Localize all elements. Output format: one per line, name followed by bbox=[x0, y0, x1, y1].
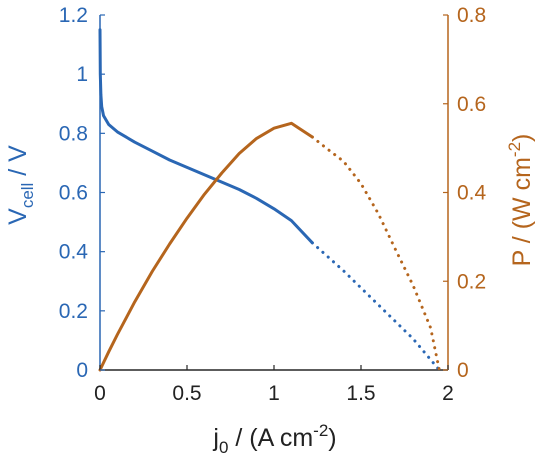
y-left-title-main: V bbox=[4, 208, 32, 225]
y-right-title-end: ) bbox=[508, 134, 536, 142]
y-left-tick-label: 0.8 bbox=[59, 122, 88, 145]
y-left-title-sub: cell bbox=[18, 183, 37, 209]
y-right-axis-title: P / (W cm-2) bbox=[505, 134, 536, 267]
y-left-title-rest: / V bbox=[4, 145, 32, 183]
x-title-end: ) bbox=[328, 424, 336, 452]
x-title-rest: / (A cm bbox=[228, 424, 313, 452]
y-right-tick-label: 0.2 bbox=[457, 270, 486, 293]
voltage-series-solid-line bbox=[98, 28, 314, 245]
y-right-tick-label: 0 bbox=[457, 359, 469, 382]
ticks-layer: 0 0.5 1 1.5 200.20.40.60.811.200.20.40.60.8 bbox=[59, 4, 487, 405]
y-right-tick-label: 0.6 bbox=[457, 93, 486, 116]
y-right-tick-label: 0.4 bbox=[457, 182, 487, 205]
y-left-tick-label: 1 bbox=[76, 63, 88, 86]
x-tick-label: 2 bbox=[442, 382, 454, 405]
x-tick-label: 1 bbox=[268, 382, 280, 405]
y-left-tick-label: 0.4 bbox=[59, 241, 89, 264]
power-series-solid-line bbox=[98, 121, 314, 372]
y-left-tick-label: 0.6 bbox=[59, 182, 88, 205]
x-tick-label: 0.5 bbox=[172, 382, 201, 405]
x-axis-title: j0 / (A cm-2) bbox=[212, 421, 336, 457]
y-left-tick-label: 0.2 bbox=[59, 300, 88, 323]
x-tick-label: 1.5 bbox=[346, 382, 375, 405]
series-layer bbox=[98, 28, 441, 372]
x-title-sub: 0 bbox=[219, 438, 228, 457]
voltage-series-dotted-line bbox=[310, 241, 441, 372]
plot-axes bbox=[99, 15, 449, 371]
x-title-sup: -2 bbox=[313, 421, 328, 440]
x-title-main: j bbox=[212, 424, 219, 452]
y-left-axis-title: Vcell / V bbox=[4, 145, 37, 225]
x-tick-label: 0 bbox=[94, 382, 106, 405]
y-right-title-sup: -2 bbox=[505, 142, 524, 157]
y-right-tick-label: 0.8 bbox=[457, 4, 486, 27]
y-left-tick-label: 0 bbox=[76, 359, 88, 382]
power-series-dotted-line bbox=[310, 135, 441, 372]
y-right-title-main: P / (W cm bbox=[508, 157, 536, 266]
y-left-tick-label: 1.2 bbox=[59, 4, 88, 27]
